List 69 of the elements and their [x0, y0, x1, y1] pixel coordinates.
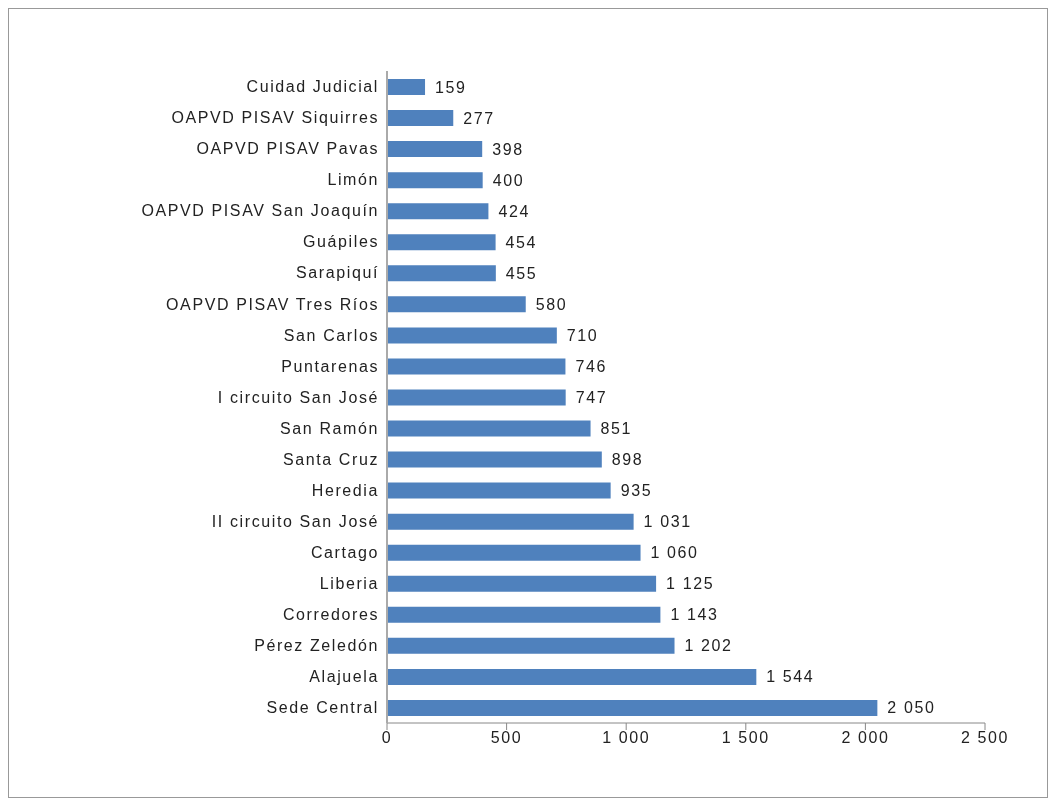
data-label: 935	[620, 482, 653, 500]
bar	[387, 606, 661, 623]
data-label: 424	[498, 202, 530, 220]
bar	[387, 482, 611, 499]
y-tick-label: I circuito San José	[217, 388, 379, 406]
data-label: 455	[505, 264, 538, 282]
data-label: 898	[611, 451, 644, 469]
x-tick-label: 500	[490, 729, 523, 747]
bar	[387, 327, 557, 344]
x-tick-label: 2 000	[841, 729, 890, 747]
data-label: 580	[535, 295, 568, 313]
y-tick-label: Limón	[327, 171, 379, 189]
y-tick-label: II circuito San José	[211, 512, 379, 530]
y-tick-label: Liberia	[319, 574, 379, 592]
data-label: 159	[435, 78, 467, 96]
data-label: 851	[600, 420, 633, 438]
bar	[387, 358, 566, 375]
data-label: 1 125	[666, 575, 715, 593]
bar	[387, 544, 641, 561]
data-label: 277	[463, 109, 495, 127]
data-label: 398	[492, 140, 524, 158]
bar	[387, 513, 634, 530]
y-tick-label: Cuidad Judicial	[246, 78, 379, 96]
y-tick-label: OAPVD PISAV Siquirres	[171, 109, 379, 127]
y-tick-label: Pérez Zeledón	[254, 637, 379, 655]
x-tick-label: 1 500	[721, 729, 770, 747]
x-tick-label: 0	[381, 729, 393, 747]
data-label: 1 031	[643, 513, 692, 531]
bar	[387, 668, 757, 685]
data-label: 400	[492, 171, 525, 189]
bar	[387, 172, 483, 189]
y-tick-label: OAPVD PISAV Tres Ríos	[166, 295, 379, 313]
data-label: 1 143	[670, 606, 719, 624]
data-label: 746	[575, 357, 607, 375]
bar	[387, 451, 602, 468]
data-label: 2 050	[887, 699, 936, 717]
bar	[387, 141, 483, 158]
data-label: 747	[575, 388, 608, 406]
y-tick-label: Sarapiquí	[296, 264, 379, 282]
y-tick-label: Sede Central	[266, 699, 379, 717]
y-tick-label: San Carlos	[283, 326, 379, 344]
y-tick-label: Corredores	[282, 606, 379, 624]
bar	[387, 420, 591, 437]
bar	[387, 699, 878, 716]
x-tick-label: 2 500	[960, 729, 1010, 747]
y-tick-label: San Ramón	[280, 419, 379, 437]
y-tick-label: Alajuela	[309, 668, 379, 686]
data-label: 1 544	[766, 668, 815, 686]
y-tick-label: Puntarenas	[281, 357, 379, 375]
data-label: 710	[566, 326, 599, 344]
y-tick-label: Cartago	[310, 543, 379, 561]
y-tick-label: Guápiles	[303, 233, 379, 251]
bar	[387, 575, 657, 592]
x-tick-label: 1 000	[602, 729, 651, 747]
data-label: 1 202	[684, 637, 733, 655]
data-label: 454	[505, 233, 538, 251]
bar	[387, 79, 426, 95]
bar	[387, 265, 496, 282]
data-label: 1 060	[650, 544, 699, 562]
y-tick-label: Heredia	[311, 481, 379, 499]
y-tick-label: Santa Cruz	[282, 450, 379, 468]
y-tick-label: OAPVD PISAV San Joaquín	[141, 202, 379, 220]
bar	[387, 203, 489, 220]
bar	[387, 637, 675, 654]
bar	[387, 234, 496, 251]
y-tick-label: OAPVD PISAV Pavas	[196, 140, 379, 158]
bar	[387, 389, 566, 406]
bar	[387, 296, 526, 313]
bar	[387, 110, 454, 127]
